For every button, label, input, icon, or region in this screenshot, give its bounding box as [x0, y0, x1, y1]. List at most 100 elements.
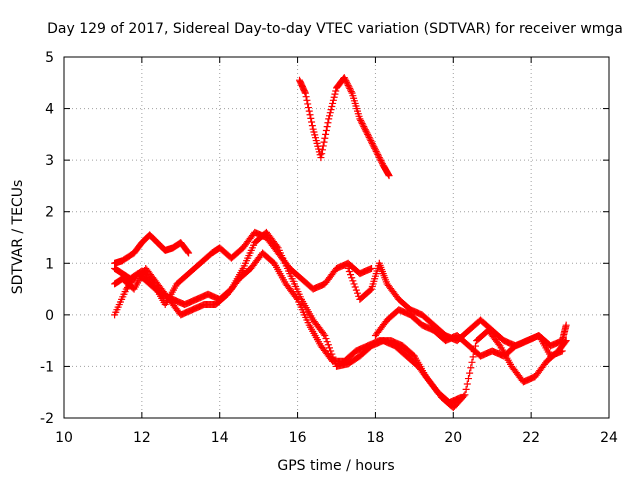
data-point	[361, 126, 369, 134]
data-point	[347, 86, 355, 94]
data-point	[344, 81, 352, 89]
data-point	[357, 116, 365, 124]
data-point	[558, 347, 566, 355]
data-point	[320, 330, 328, 338]
data-point	[371, 144, 379, 152]
data-point	[329, 96, 337, 104]
data-point	[347, 88, 355, 96]
x-tick-label: 20	[444, 430, 462, 446]
x-tick-label: 12	[133, 430, 151, 446]
y-tick-label: 0	[45, 308, 54, 324]
data-point	[373, 149, 381, 157]
y-tick-label: 3	[45, 153, 54, 169]
data-point	[325, 112, 333, 120]
data-point	[341, 75, 349, 83]
data-point	[366, 135, 374, 143]
data-point	[302, 93, 310, 101]
y-tick-label: 5	[45, 50, 54, 66]
data-point	[306, 111, 314, 119]
data-point	[368, 138, 376, 146]
x-axis-label: GPS time / hours	[277, 458, 394, 474]
x-tick-label: 16	[289, 430, 307, 446]
data-point	[325, 344, 333, 352]
series-track-g	[371, 306, 566, 360]
data-point	[304, 100, 312, 108]
data-point	[301, 89, 309, 97]
data-point	[348, 274, 356, 282]
data-point	[467, 364, 475, 372]
y-tick-label: 4	[45, 102, 54, 118]
x-tick-label: 22	[522, 430, 540, 446]
series-track-a	[296, 74, 393, 180]
data-point	[328, 350, 336, 358]
data-point	[365, 133, 373, 141]
data-point	[344, 264, 352, 272]
data-point	[375, 154, 383, 162]
data-point	[372, 147, 380, 155]
x-tick-label: 14	[211, 430, 229, 446]
y-tick-label: -1	[40, 359, 54, 375]
data-point	[185, 249, 193, 257]
data-point	[323, 338, 331, 346]
data-point	[345, 83, 353, 91]
data-point	[364, 132, 372, 140]
data-point	[325, 115, 333, 123]
data-point	[317, 154, 325, 162]
data-point	[323, 123, 331, 131]
data-point	[342, 77, 350, 85]
series-track-d	[111, 249, 465, 407]
data-point	[292, 294, 300, 302]
data-point	[363, 129, 371, 137]
data-point	[462, 385, 470, 393]
data-point	[371, 146, 379, 154]
data-point	[360, 123, 368, 131]
data-point	[368, 140, 376, 148]
data-point	[466, 369, 474, 377]
data-point	[327, 106, 335, 114]
data-point	[321, 331, 329, 339]
data-point	[322, 126, 330, 134]
data-point	[304, 104, 312, 112]
data-point	[464, 375, 472, 383]
data-point	[377, 157, 385, 165]
data-point	[308, 122, 316, 130]
data-point	[343, 80, 351, 88]
data-point	[356, 115, 364, 123]
data-point	[376, 155, 384, 163]
data-point	[322, 130, 330, 138]
data-point	[343, 78, 351, 86]
data-point	[460, 392, 468, 400]
data-point	[349, 277, 357, 285]
data-point	[184, 248, 192, 256]
data-point	[370, 143, 378, 151]
data-point	[364, 130, 372, 138]
data-point	[324, 341, 332, 349]
data-point	[359, 121, 367, 129]
data-point	[369, 141, 377, 149]
data-point	[307, 114, 315, 122]
data-point	[303, 96, 311, 104]
data-point	[322, 335, 330, 343]
data-point	[361, 124, 369, 132]
data-point	[351, 283, 359, 291]
series-track-e	[111, 228, 570, 412]
data-point	[362, 127, 370, 135]
y-tick-label: 1	[45, 256, 54, 272]
data-point	[329, 99, 337, 107]
data-point	[350, 280, 358, 288]
data-point	[375, 152, 383, 160]
data-point	[354, 289, 362, 297]
plot-frame	[63, 56, 610, 419]
data-point	[308, 118, 316, 126]
data-point	[305, 107, 313, 115]
x-tick-label: 24	[600, 430, 618, 446]
data-point	[366, 286, 374, 294]
data-point	[326, 109, 334, 117]
data-point	[347, 271, 355, 279]
data-point	[331, 90, 339, 98]
series-track-b	[111, 231, 193, 267]
y-tick-label: 2	[45, 205, 54, 221]
data-point	[468, 358, 476, 366]
data-point	[321, 134, 329, 142]
